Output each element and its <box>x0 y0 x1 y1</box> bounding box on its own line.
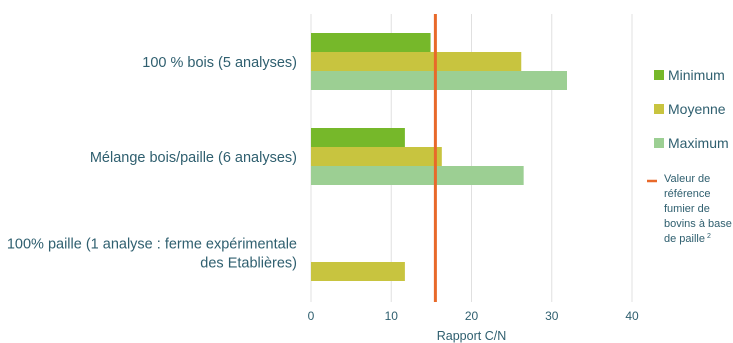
legend-reference-label: de paille 2 <box>664 233 711 245</box>
bar-moyenne <box>311 52 522 71</box>
legend-label: Minimum <box>668 67 725 83</box>
bar-moyenne <box>311 262 405 281</box>
legend-label: Maximum <box>668 135 729 151</box>
legend-swatch <box>654 138 664 148</box>
category-labels: 100 % bois (5 analyses) Mélange bois/pail… <box>7 55 297 272</box>
legend-reference-superscript: 2 <box>707 233 711 240</box>
x-axis-ticks: 0 10 20 30 40 <box>308 309 639 323</box>
bar-minimum <box>311 128 405 147</box>
category-label: 100% paille (1 analyse : ferme expérimen… <box>7 237 297 253</box>
legend-reference-label: Valeur de <box>664 173 710 185</box>
legend-label: Moyenne <box>668 101 726 117</box>
legend-reference-label: fumier de <box>664 203 710 215</box>
bar-maximum <box>311 71 567 90</box>
bar-minimum <box>311 33 431 52</box>
category-label: des Etablières) <box>200 256 297 272</box>
legend-swatch <box>654 104 664 114</box>
x-tick-label: 20 <box>465 309 479 323</box>
bar-maximum <box>311 166 524 185</box>
category-label: Mélange bois/paille (6 analyses) <box>90 150 297 166</box>
bar-moyenne <box>311 147 442 166</box>
legend: Minimum Moyenne Maximum Valeur de référence f… <box>647 67 732 245</box>
x-axis-title: Rapport C/N <box>437 329 506 343</box>
legend-reference-label: référence <box>664 188 710 200</box>
x-tick-label: 0 <box>308 309 315 323</box>
x-tick-label: 30 <box>545 309 559 323</box>
bars-layer <box>311 33 567 281</box>
x-tick-label: 10 <box>385 309 399 323</box>
legend-reference-label: bovins à base <box>664 218 732 230</box>
x-tick-label: 40 <box>625 309 639 323</box>
category-label: 100 % bois (5 analyses) <box>142 55 297 71</box>
legend-swatch <box>654 70 664 80</box>
